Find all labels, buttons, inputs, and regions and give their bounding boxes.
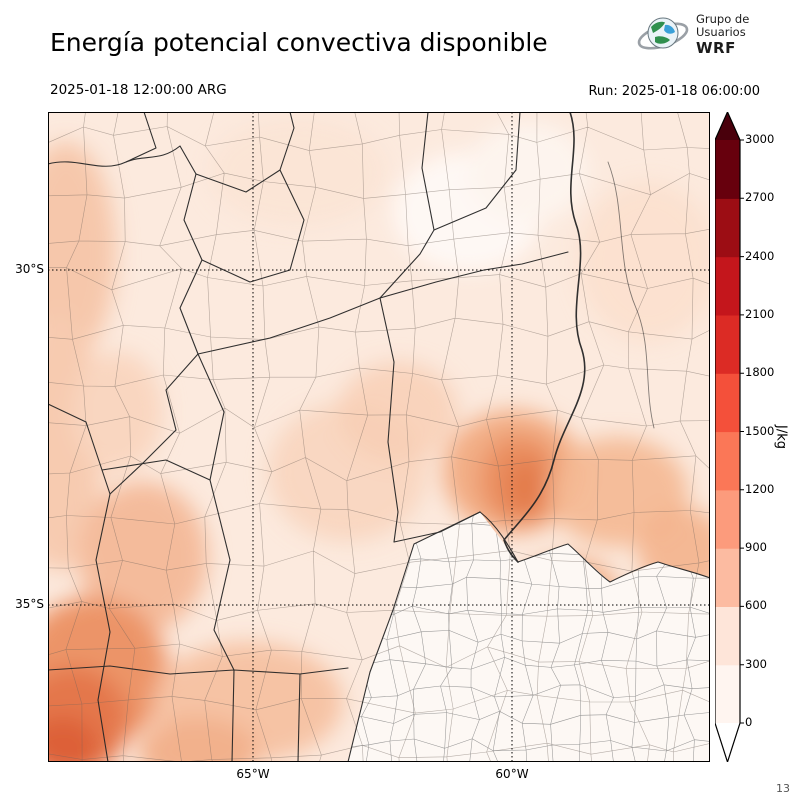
graticule [48,112,710,762]
colorbar-tick-label: 600 [745,598,767,612]
colorbar-unit-label: J/kg [773,425,789,449]
map-frame [48,112,710,762]
province-boundaries [48,112,710,762]
frame-number: 13 [776,782,790,795]
colorbar-tick-label: 2400 [745,249,775,263]
colorbar-top-arrow [715,112,740,140]
lon-label-60w: 60°W [495,767,529,781]
logo-line-2: Usuarios [696,25,746,40]
colorbar-tick-label: 2700 [745,190,775,204]
colorbar-tick-label: 1800 [745,365,775,379]
logo-line-3: WRF [696,38,736,57]
valid-time: 2025-01-18 12:00:00 ARG [50,82,227,98]
colorbar-segments [715,140,740,724]
logo-text: Grupo de Usuarios WRF [696,12,750,57]
colorbar-bottom-arrow [715,723,740,762]
wrf-logo: Grupo de Usuarios WRF [636,8,749,62]
map-canvas [48,112,710,762]
colorbar-tickmarks [740,139,744,724]
colorbar-tick-label: 0 [745,715,753,729]
department-boundaries [48,112,710,762]
logo-line-1: Grupo de [696,12,750,27]
colorbar-tick-label: 300 [745,657,767,671]
colorbar-outline [715,112,741,762]
buenos-aires-white-region [348,512,710,762]
cape-map [48,112,710,762]
colorbar-tick-label: 3000 [745,132,775,146]
colorbar-tick-label: 2100 [745,307,775,321]
globe-icon [637,17,689,50]
lon-label-65w: 65°W [236,767,270,781]
colorbar-tick-label: 900 [745,540,767,554]
colorbar-tick-label: 1500 [745,424,775,438]
colorbar-tick-label: 1200 [745,482,775,496]
colorbar [715,112,744,762]
lat-label-35s: 35°S [15,597,44,611]
run-time: Run: 2025-01-18 06:00:00 [588,84,760,99]
page-title: Energía potencial convectiva disponible [50,28,548,57]
lat-label-30s: 30°S [15,262,44,276]
